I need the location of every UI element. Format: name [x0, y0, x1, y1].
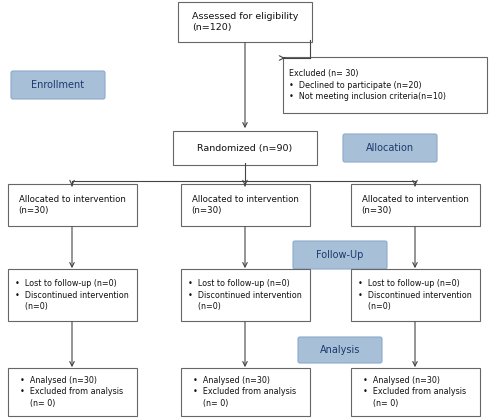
FancyBboxPatch shape — [283, 57, 487, 113]
FancyBboxPatch shape — [180, 184, 310, 226]
Text: •  Analysed (n=30)
•  Excluded from analysis
    (n= 0): • Analysed (n=30) • Excluded from analys… — [364, 376, 467, 408]
Text: Enrollment: Enrollment — [32, 80, 84, 90]
FancyBboxPatch shape — [343, 134, 437, 162]
Text: Allocated to intervention
(n=30): Allocated to intervention (n=30) — [18, 194, 126, 215]
Text: Assessed for eligibility
(n=120): Assessed for eligibility (n=120) — [192, 12, 298, 32]
Text: •  Lost to follow-up (n=0)
•  Discontinued intervention
    (n=0): • Lost to follow-up (n=0) • Discontinued… — [188, 279, 302, 311]
FancyBboxPatch shape — [11, 71, 105, 99]
Text: Analysis: Analysis — [320, 345, 360, 355]
FancyBboxPatch shape — [350, 184, 480, 226]
FancyBboxPatch shape — [178, 2, 312, 42]
Text: Allocated to intervention
(n=30): Allocated to intervention (n=30) — [362, 194, 469, 215]
Text: •  Lost to follow-up (n=0)
•  Discontinued intervention
    (n=0): • Lost to follow-up (n=0) • Discontinued… — [358, 279, 472, 311]
FancyBboxPatch shape — [8, 368, 136, 416]
FancyBboxPatch shape — [180, 368, 310, 416]
FancyBboxPatch shape — [173, 131, 317, 165]
Text: Follow-Up: Follow-Up — [316, 250, 364, 260]
FancyBboxPatch shape — [180, 269, 310, 321]
FancyBboxPatch shape — [350, 269, 480, 321]
FancyBboxPatch shape — [8, 184, 136, 226]
FancyBboxPatch shape — [350, 368, 480, 416]
Text: •  Lost to follow-up (n=0)
•  Discontinued intervention
    (n=0): • Lost to follow-up (n=0) • Discontinued… — [15, 279, 129, 311]
Text: Randomized (n=90): Randomized (n=90) — [198, 144, 292, 152]
Text: Excluded (n= 30)
•  Declined to participate (n=20)
•  Not meeting inclusion crit: Excluded (n= 30) • Declined to participa… — [289, 69, 446, 101]
FancyBboxPatch shape — [8, 269, 136, 321]
Text: •  Analysed (n=30)
•  Excluded from analysis
    (n= 0): • Analysed (n=30) • Excluded from analys… — [20, 376, 124, 408]
FancyBboxPatch shape — [293, 241, 387, 269]
FancyBboxPatch shape — [298, 337, 382, 363]
Text: Allocation: Allocation — [366, 143, 414, 153]
Text: Allocated to intervention
(n=30): Allocated to intervention (n=30) — [192, 194, 298, 215]
Text: •  Analysed (n=30)
•  Excluded from analysis
    (n= 0): • Analysed (n=30) • Excluded from analys… — [194, 376, 296, 408]
